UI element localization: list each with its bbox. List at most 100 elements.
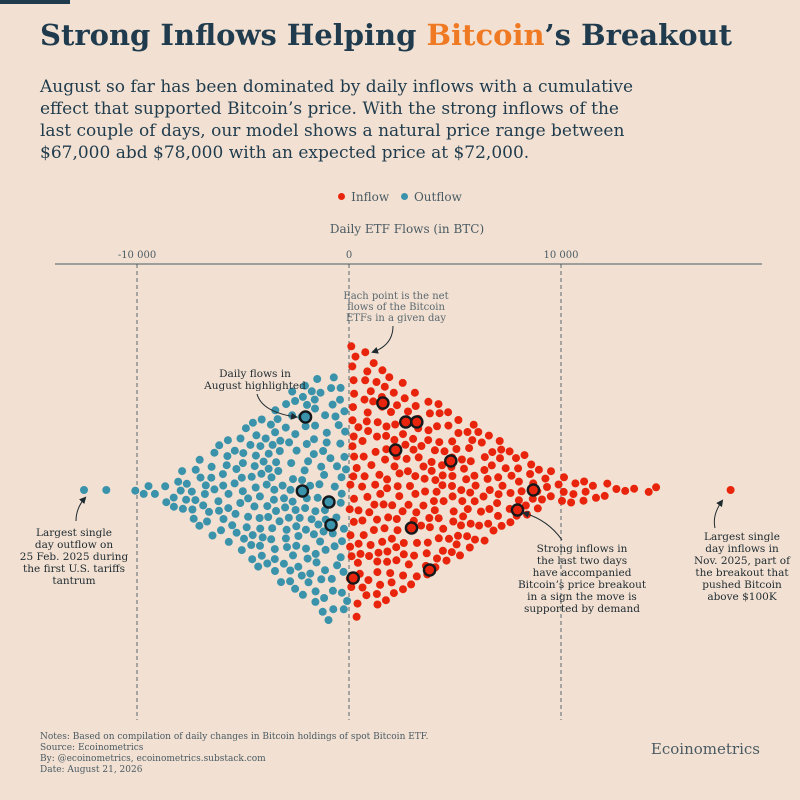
inflow-point: [483, 474, 492, 483]
outflow-point: [343, 597, 352, 605]
inflow-point: [392, 515, 401, 523]
inflow-point: [395, 492, 404, 501]
inflow-point: [361, 376, 370, 385]
inflow-point: [480, 466, 489, 474]
outflow-point: [318, 607, 327, 616]
inflow-point: [376, 489, 385, 498]
inflow-point: [514, 496, 523, 505]
inflow-point: [356, 549, 365, 558]
inflow-point: [494, 511, 502, 520]
inflow-point: [399, 571, 408, 580]
inflow-point: [390, 435, 399, 444]
outflow-point: [288, 411, 297, 420]
outflow-point: [309, 450, 318, 459]
outflow-point: [337, 473, 346, 482]
inflow-point: [374, 548, 383, 557]
outflow-point: [338, 537, 346, 546]
annotation-strong-line-6: supported by demand: [524, 603, 640, 615]
outflow-point: [231, 509, 240, 518]
outflow-point: [244, 512, 253, 521]
annotation-largest-inflow: Largest single day inflows in Nov. 2025,…: [694, 531, 791, 603]
outflow-point: [288, 497, 297, 506]
inflow-point: [454, 416, 463, 424]
inflow-point: [554, 480, 563, 489]
annotation-inflow-line-5: pushed Bitcoin: [702, 579, 782, 591]
outflow-point: [215, 441, 224, 450]
inflow-point: [592, 493, 600, 502]
inflow-point: [517, 487, 526, 496]
outflow-point: [333, 561, 342, 570]
annotation-each-point: Each point is the net flows of the Bitco…: [343, 291, 448, 324]
outflow-point: [278, 481, 287, 490]
outflow-point: [289, 551, 297, 560]
outflow-point: [311, 549, 320, 558]
inflow-point: [373, 568, 382, 577]
outflow-point: [317, 462, 326, 471]
outflow-point: [144, 482, 153, 491]
inflow-point: [458, 497, 467, 506]
inflow-point: [373, 418, 382, 427]
inflow-point: [538, 495, 546, 504]
outflow-point: [191, 465, 200, 474]
inflow-point: [353, 558, 362, 567]
inflow-point: [471, 535, 479, 544]
outflow-point: [329, 373, 338, 382]
inflow-point: [362, 417, 371, 426]
inflow-point: [447, 548, 456, 557]
outflow-point: [301, 504, 310, 513]
inflow-point: [501, 464, 510, 473]
inflow-point: [463, 532, 472, 541]
inflow-point: [373, 515, 381, 524]
legend-item-outflow: Outflow: [400, 190, 462, 204]
outflow-point: [178, 504, 187, 513]
outflow-point: [196, 473, 205, 482]
outflow-point: [320, 470, 329, 479]
outflow-point: [189, 514, 198, 523]
outflow-point: [247, 472, 256, 481]
inflow-point: [410, 551, 419, 560]
outflow-point: [238, 487, 247, 496]
inflow-point: [346, 531, 355, 540]
august-highlight-point: [376, 396, 390, 410]
outflow-point: [210, 485, 219, 494]
inflow-point: [477, 507, 485, 516]
outflow-point: [222, 461, 231, 470]
outflow-point: [161, 482, 170, 491]
outflow-point: [319, 447, 328, 455]
inflow-point: [384, 513, 393, 522]
inflow-point: [395, 469, 404, 478]
outflow-point: [241, 424, 250, 433]
outflow-point: [218, 470, 227, 479]
outflow-point: [340, 407, 349, 416]
inflow-point: [440, 447, 449, 456]
inflow-point: [373, 600, 382, 609]
inflow-point: [652, 483, 661, 492]
inflow-point: [424, 397, 433, 406]
outflow-point: [139, 489, 148, 498]
outflow-point: [309, 530, 318, 539]
outflow-point: [214, 497, 223, 506]
inflow-point: [366, 387, 375, 396]
inflow-point: [382, 445, 391, 454]
inflow-point: [372, 378, 381, 386]
inflow-point: [404, 500, 413, 509]
inflow-point: [484, 431, 493, 440]
inflow-point: [425, 409, 434, 418]
outflow-point: [255, 492, 264, 501]
arrow-largest-inflow: [713, 499, 724, 529]
outflow-point: [277, 578, 285, 587]
outflow-point: [251, 483, 260, 492]
outflow-point: [327, 384, 336, 393]
outflow-point: [303, 554, 312, 563]
brand-logo-text: Ecoinometrics: [650, 740, 760, 758]
outflow-point: [273, 415, 282, 424]
inflow-point: [459, 512, 468, 521]
inflow-point: [507, 471, 516, 480]
inflow-point: [454, 531, 462, 540]
outflow-point: [263, 559, 272, 568]
outflow-point: [310, 435, 318, 444]
outflow-point: [283, 543, 291, 552]
outflow-point: [102, 486, 111, 494]
inflow-point: [389, 589, 398, 598]
inflow-point: [383, 484, 392, 493]
